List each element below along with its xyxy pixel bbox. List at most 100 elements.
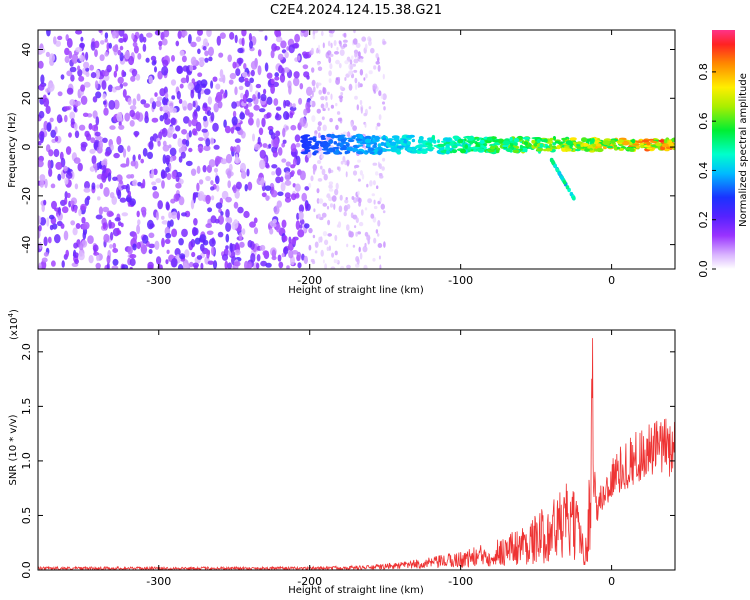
heatmap-cell	[213, 102, 219, 113]
heatmap-cell	[354, 165, 357, 169]
heatmap-cell	[357, 51, 361, 57]
heatmap-cell	[273, 98, 279, 106]
heatmap-cell	[364, 231, 369, 237]
heatmap-cell	[348, 230, 352, 238]
heatmap-cell	[185, 160, 193, 167]
heatmap-cell	[335, 102, 338, 107]
heatmap-cell	[569, 137, 577, 141]
heatmap-cell	[460, 148, 466, 154]
heatmap-cell	[147, 151, 153, 160]
heatmap-cell	[347, 139, 355, 143]
heatmap-cell	[539, 143, 544, 149]
heatmap-cell	[225, 233, 230, 243]
heatmap-cell	[505, 148, 512, 153]
heatmap-cell	[339, 142, 344, 148]
heatmap-cell	[74, 130, 80, 139]
heatmap-cell	[359, 100, 363, 105]
heatmap-cell	[258, 127, 264, 136]
heatmap-cell	[281, 158, 287, 163]
heatmap-cell	[107, 172, 112, 182]
heatmap-cell	[344, 60, 349, 65]
heatmap-cell	[596, 143, 602, 147]
heatmap-cell	[92, 96, 98, 103]
heatmap-cell	[560, 175, 564, 180]
heatmap-cell	[51, 260, 56, 267]
x-tick-label: -100	[448, 575, 473, 588]
heatmap-cell	[359, 69, 364, 76]
heatmap-cell	[168, 211, 173, 219]
heatmap-cell	[149, 136, 154, 142]
heatmap-cell	[491, 139, 500, 143]
heatmap-cell	[106, 42, 110, 51]
heatmap-cell	[163, 98, 168, 106]
heatmap-cell	[48, 149, 54, 157]
heatmap-cell	[140, 158, 144, 164]
heatmap-cell	[175, 174, 180, 182]
heatmap-cell	[274, 46, 281, 51]
heatmap-cell	[299, 170, 306, 181]
heatmap-cell	[151, 168, 155, 179]
heatmap-cell	[360, 106, 363, 114]
heatmap-cell	[177, 137, 183, 148]
heatmap-cell	[220, 158, 228, 165]
heatmap-cell	[89, 64, 94, 71]
heatmap-cell	[337, 117, 342, 122]
heatmap-cell	[249, 83, 253, 93]
heatmap-cell	[163, 30, 170, 38]
heatmap-cell	[227, 217, 233, 224]
heatmap-cell	[290, 193, 297, 201]
heatmap-cell	[254, 143, 261, 151]
heatmap-cell	[561, 147, 567, 152]
heatmap-cell	[170, 117, 176, 126]
heatmap-cell	[202, 115, 208, 122]
heatmap-cell	[392, 146, 398, 151]
heatmap-cell	[73, 157, 81, 164]
heatmap-cell	[430, 140, 437, 143]
heatmap-cell	[449, 142, 455, 146]
heatmap-cell	[73, 205, 78, 214]
heatmap-cell	[359, 58, 363, 62]
heatmap-cell	[38, 110, 45, 119]
heatmap-cell	[102, 206, 110, 213]
heatmap-cell	[445, 150, 451, 155]
heatmap-cell	[239, 112, 246, 120]
heatmap-cell	[233, 201, 239, 209]
heatmap-cell	[357, 231, 361, 235]
heatmap-cell	[132, 243, 137, 251]
heatmap-cell	[259, 159, 266, 170]
heatmap-cell	[70, 220, 76, 226]
heatmap-cell	[103, 107, 109, 116]
heatmap-cell	[317, 125, 321, 132]
heatmap-cell	[233, 219, 239, 229]
heatmap-cell	[223, 119, 227, 128]
heatmap-cell	[353, 38, 358, 45]
heatmap-cell	[346, 161, 350, 167]
heatmap-cell	[293, 71, 300, 79]
heatmap-cell	[373, 237, 377, 244]
heatmap-cell	[116, 135, 122, 145]
heatmap-cell	[108, 211, 114, 217]
heatmap-cell	[313, 86, 316, 93]
heatmap-cell	[209, 238, 216, 247]
heatmap-cell	[64, 177, 69, 185]
heatmap-cell	[103, 233, 110, 243]
heatmap-cell	[247, 261, 252, 269]
heatmap-cell	[274, 30, 281, 37]
heatmap-cell	[133, 45, 139, 54]
heatmap-cell	[95, 91, 102, 99]
heatmap-cell	[305, 101, 311, 111]
heatmap-cell	[353, 69, 358, 73]
heatmap-cell	[445, 137, 451, 142]
heatmap-cell	[127, 246, 133, 255]
heatmap-cell	[132, 41, 138, 48]
heatmap-cell	[257, 65, 262, 76]
heatmap-cell	[308, 182, 312, 189]
heatmap-cell	[361, 173, 365, 180]
heatmap-cell	[315, 49, 319, 54]
heatmap-cell	[339, 97, 343, 103]
heatmap-cell	[189, 261, 194, 268]
heatmap-cell	[40, 74, 45, 84]
heatmap-cell	[497, 138, 504, 144]
heatmap-cell	[142, 43, 147, 52]
heatmap-cell	[628, 147, 635, 152]
